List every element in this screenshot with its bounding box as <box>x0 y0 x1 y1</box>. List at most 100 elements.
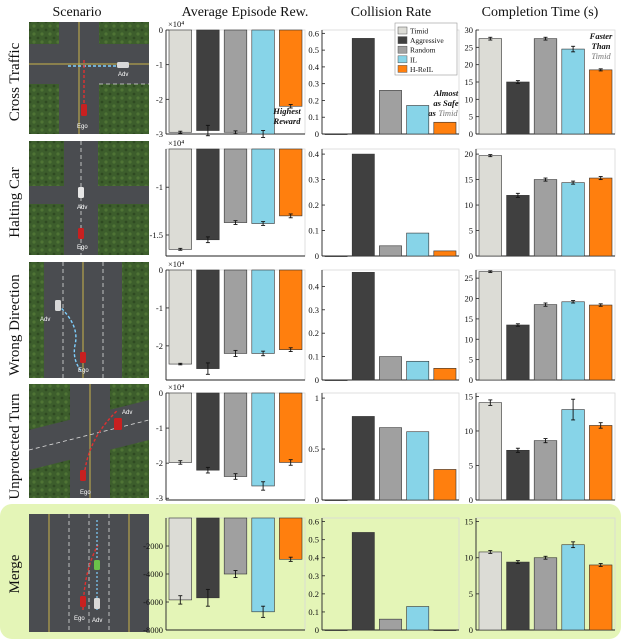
bar-timid <box>168 29 192 133</box>
bar-h-reil <box>279 517 303 560</box>
bar-random <box>533 440 558 501</box>
row-labels: Cross Traffic Halting Car Wrong Direction U… <box>7 42 23 593</box>
bar-random <box>223 517 248 575</box>
y-tick-label: 0 <box>469 129 473 139</box>
y-tick-label: -2 <box>156 341 163 351</box>
bar-h-reil <box>589 304 613 381</box>
row-label: Merge <box>7 554 23 593</box>
bar-timid <box>324 379 348 381</box>
bar-aggressive <box>196 392 220 471</box>
bar-random <box>533 38 558 135</box>
y-tick-label: 15 <box>465 77 474 87</box>
scene-label-ego: Ego <box>77 245 88 251</box>
annotation-almost-safe: Almost <box>433 88 459 98</box>
bar-timid <box>168 392 192 463</box>
legend-swatch <box>397 36 408 44</box>
bar-aggressive <box>351 416 375 501</box>
bar-aggressive <box>506 195 530 257</box>
panel-collision: 0 0.1 0.2 0.3 0.4 0.5 0.6 <box>308 28 460 139</box>
y-tick-label: 0.2 <box>308 328 319 338</box>
scene-label-ego: Ego <box>80 490 91 496</box>
y-tick-label: 15 <box>465 175 474 185</box>
scene-label-ego: Ego <box>78 368 89 374</box>
y-tick-label: 0.3 <box>308 305 319 315</box>
y-tick-label: 30 <box>465 25 474 35</box>
bar-h-reil <box>589 69 613 135</box>
row-label: Unprotected Turn <box>7 393 23 500</box>
y-tick-label: 20 <box>465 149 474 159</box>
bar-aggressive <box>351 272 375 381</box>
y-tick-label: -3 <box>156 129 163 139</box>
bar-random <box>223 269 248 354</box>
y-tick-label: 0 <box>159 25 163 35</box>
bar-random <box>379 245 402 257</box>
y-tick-label: -1 <box>156 423 163 433</box>
y-tick-label: 20 <box>465 60 474 70</box>
bar-h-reil <box>279 148 303 217</box>
legend-label: Aggressive <box>410 36 444 45</box>
scene-label-adv: Adv <box>40 317 50 323</box>
bar-il <box>561 544 585 631</box>
scene-merge: Ego Adv <box>29 514 149 632</box>
bar-il <box>561 409 585 501</box>
bar-timid <box>478 155 502 257</box>
y-tick-label: -6000 <box>143 597 163 607</box>
y-tick-label: 5 <box>469 460 473 470</box>
y-tick-label: 0 <box>315 375 319 385</box>
panel-reward: 0 -1 -2 ×10⁴ <box>156 259 306 381</box>
y-tick-label: -1 <box>156 60 163 70</box>
y-tick-label: 10 <box>465 200 474 210</box>
y-tick-label: 0.1 <box>308 112 319 122</box>
panel-collision: 0 0.1 0.2 0.3 0.4 0.5 0.6 <box>308 517 460 635</box>
y-tick-label: 0.1 <box>308 607 319 617</box>
y-tick-label: 0.4 <box>308 553 319 563</box>
bar-random <box>223 392 248 477</box>
bar-timid <box>324 499 348 501</box>
bar-timid <box>324 133 348 135</box>
y-tick-label: 0.5 <box>308 535 319 545</box>
row-label: Wrong Direction <box>7 274 23 376</box>
y-tick-label: 0.3 <box>308 175 319 185</box>
scene-label-adv: Adv <box>92 618 102 624</box>
y-tick-label: -2 <box>156 458 163 468</box>
panel-reward: 0 -1 -2 -3 ×10⁴ <box>156 19 306 139</box>
y-tick-label: 25 <box>465 42 474 52</box>
row-label: Cross Traffic <box>7 42 23 121</box>
y-tick-label: 0.4 <box>308 62 319 72</box>
panel-time: 0 5 10 15 20 <box>465 148 616 261</box>
bar-il <box>561 182 585 257</box>
y-tick-label: 0.3 <box>308 79 319 89</box>
y-tick-label: 10 <box>465 426 474 436</box>
panel-collision: 0 0.1 0.2 0.3 0.4 <box>308 269 460 385</box>
column-title-completion-time: Completion Time (s) <box>482 5 599 20</box>
axis-multiplier: ×10⁴ <box>168 138 184 148</box>
y-tick-label: 0 <box>469 625 473 635</box>
bar-aggressive <box>196 269 220 369</box>
legend-swatch <box>397 65 408 73</box>
bar-timid <box>478 402 502 501</box>
annotation-highest-reward: Reward <box>273 116 302 126</box>
panel-time: 0 5 10 15 20 25 30 <box>465 25 616 139</box>
bar-random <box>223 148 248 223</box>
y-tick-label: 0 <box>159 388 163 398</box>
panel-collision: 0 0.1 0.2 0.3 0.4 <box>308 148 460 261</box>
bar-timid <box>324 255 348 257</box>
scene-label-ego: Ego <box>77 124 88 130</box>
y-tick-label: 10 <box>465 334 474 344</box>
y-tick-label: 1 <box>315 393 319 403</box>
bar-aggressive <box>196 148 220 241</box>
bar-il <box>561 48 585 135</box>
bar-il <box>251 29 275 135</box>
bar-aggressive <box>196 29 220 131</box>
panel-time: 0 5 10 15 <box>465 391 616 505</box>
bar-h-reil <box>279 29 303 107</box>
axis-multiplier: ×10⁴ <box>168 259 184 269</box>
bar-random <box>223 29 248 133</box>
bar-timid <box>478 551 502 631</box>
scene-label-adv: Adv <box>118 72 128 78</box>
y-tick-label: 0.2 <box>308 589 319 599</box>
y-tick-label: 25 <box>465 273 474 283</box>
y-tick-label: 0.2 <box>308 200 319 210</box>
